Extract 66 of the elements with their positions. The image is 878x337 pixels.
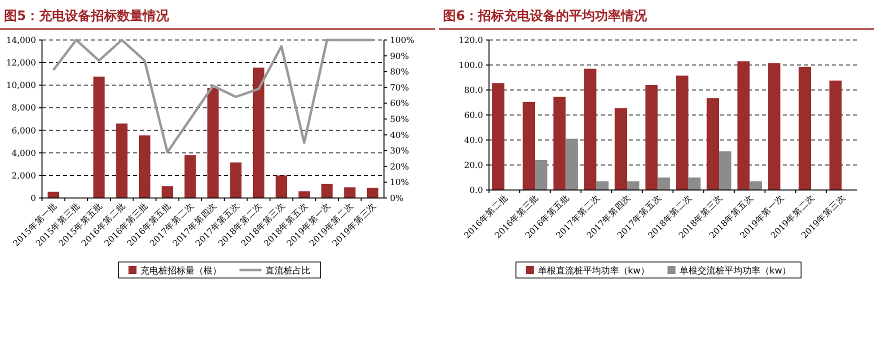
y-tick-label: 60.0 <box>464 111 483 121</box>
y-tick-label: 40.0 <box>464 136 483 146</box>
bar <box>596 181 609 190</box>
y2-tick-label: 70% <box>390 83 409 94</box>
y2-tick-label: 30% <box>390 146 409 157</box>
bar <box>706 98 719 190</box>
y-tick-label: 14,000 <box>6 36 36 46</box>
y2-tick-label: 50% <box>390 115 409 125</box>
bar <box>366 188 378 198</box>
bar <box>492 83 504 190</box>
bar <box>138 135 150 198</box>
bar <box>230 162 242 198</box>
bar <box>768 63 780 190</box>
bar <box>627 181 640 190</box>
bar <box>344 187 356 198</box>
bar <box>614 108 627 190</box>
y2-tick-label: 0% <box>390 194 404 204</box>
chart-title: 图5：充电设备招标数量情况 <box>4 8 170 24</box>
chart-title: 图6：招标充电设备的平均功率情况 <box>443 8 648 24</box>
bar <box>798 66 811 190</box>
y2-tick-label: 60% <box>390 99 409 110</box>
legend-label: 单根直流桩平均功率（kw） <box>538 266 650 276</box>
y-tick-label: 120.0 <box>458 36 483 46</box>
bar <box>321 184 333 198</box>
bar <box>276 175 288 198</box>
bar <box>184 155 196 198</box>
legend-label: 单根交流桩平均功率（kw） <box>680 266 792 276</box>
bar <box>553 96 566 190</box>
bar <box>658 178 670 190</box>
bar <box>829 80 842 190</box>
y2-tick-label: 20% <box>390 162 409 172</box>
bar <box>645 85 658 190</box>
bar <box>688 178 701 190</box>
bar <box>750 181 762 190</box>
y2-tick-label: 100% <box>390 36 414 46</box>
y-tick-label: 12,000 <box>6 58 36 69</box>
y2-tick-label: 40% <box>390 130 409 141</box>
bar <box>719 151 732 190</box>
bar <box>522 102 535 190</box>
bar <box>207 88 219 198</box>
bar <box>162 186 174 198</box>
y2-tick-label: 90% <box>390 52 409 62</box>
y-tick-label: 20.0 <box>464 161 483 171</box>
bar <box>737 61 750 190</box>
y-tick-label: 0 <box>30 194 36 204</box>
y-tick-label: 6,000 <box>12 126 36 136</box>
y-tick-label: 80.0 <box>464 86 483 96</box>
y-tick-label: 8,000 <box>12 104 36 114</box>
bar <box>116 124 128 198</box>
y2-tick-label: 10% <box>390 178 409 188</box>
bar <box>252 68 264 198</box>
line-series <box>52 38 374 154</box>
y2-tick-label: 80% <box>390 68 409 78</box>
bar <box>566 138 578 190</box>
y-tick-label: 4,000 <box>12 148 36 159</box>
legend-label: 充电桩招标量（根） <box>140 266 222 276</box>
y-tick-label: 10,000 <box>6 81 36 92</box>
y-tick-label: 0.0 <box>469 186 483 196</box>
y-tick-label: 100.0 <box>458 61 483 71</box>
bar <box>676 76 688 190</box>
legend-label: 直流桩占比 <box>266 266 310 276</box>
bar <box>584 68 596 190</box>
bar <box>298 191 310 198</box>
y-tick-label: 2,000 <box>12 171 36 182</box>
bar <box>535 160 548 190</box>
bar <box>93 76 105 198</box>
